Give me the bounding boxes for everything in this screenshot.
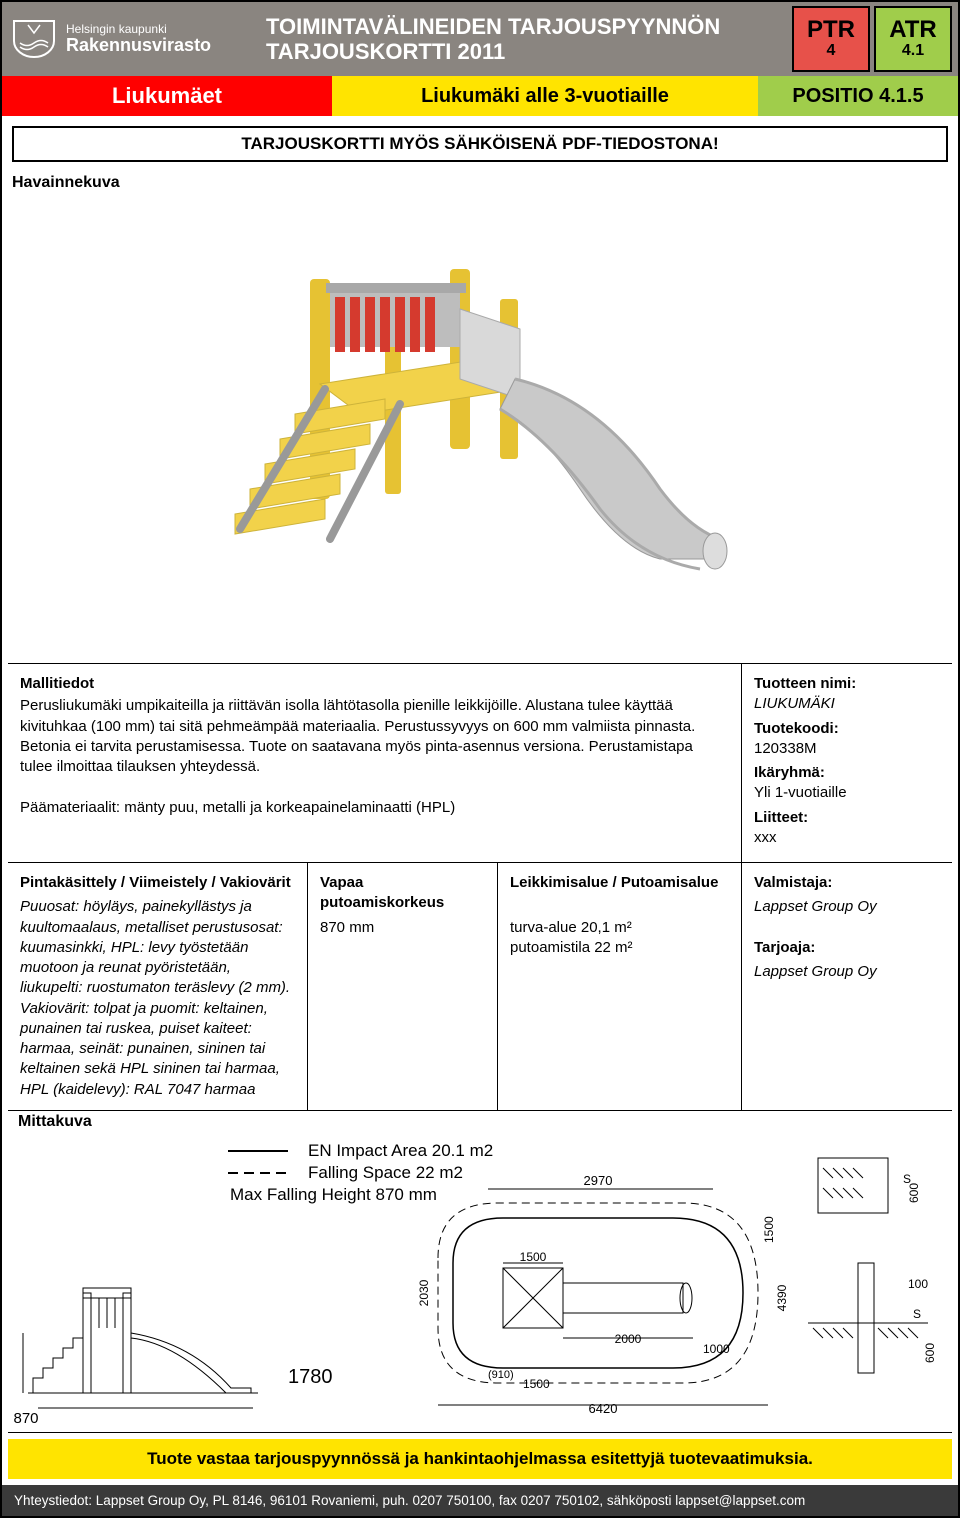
product-illustration — [8, 194, 952, 664]
mallitiedot-head: Mallitiedot — [20, 674, 729, 694]
category-cell: Liukumäet — [2, 76, 332, 116]
spec-valmistaja-k: Valmistaja: — [754, 873, 940, 893]
dim-1780: 1780 — [288, 1366, 333, 1388]
badge-block: PTR 4 ATR 4.1 — [792, 2, 958, 76]
notice-bar: TARJOUSKORTTI MYÖS SÄHKÖISENÄ PDF-TIEDOS… — [12, 126, 948, 162]
dim-1500c: 1500 — [523, 1377, 550, 1391]
header-row2: Liukumäet Liukumäki alle 3-vuotiaille PO… — [2, 76, 958, 116]
spec-playarea-head: Leikkimisalue / Putoamisalue — [510, 873, 729, 893]
mittakuva-label: Mittakuva — [8, 1111, 952, 1133]
spec-fallheight: Vapaa putoamiskorkeus 870 mm — [308, 863, 498, 1110]
org-small: Helsingin kaupunki — [66, 23, 211, 36]
impact-label: EN Impact Area 20.1 m2 — [308, 1141, 493, 1160]
mittakuva-section: Mittakuva EN Impact Area 20.1 m2 Falling… — [8, 1111, 952, 1433]
atr-badge: ATR 4.1 — [874, 6, 952, 72]
meta-v4: xxx — [754, 828, 940, 848]
spec-fallheight-head: Vapaa putoamiskorkeus — [320, 873, 485, 914]
logo-block: Helsingin kaupunki Rakennusvirasto — [2, 2, 252, 76]
dim-100: 100 — [908, 1277, 928, 1291]
product-meta: Tuotteen nimi: LIUKUMÄKI Tuotekoodi: 120… — [742, 664, 952, 862]
dim-2970: 2970 — [584, 1173, 613, 1188]
spec-valmistaja-v: Lappset Group Oy — [754, 897, 940, 917]
dim-4390: 4390 — [775, 1284, 789, 1311]
page: Helsingin kaupunki Rakennusvirasto TOIMI… — [0, 0, 960, 1518]
org-big: Rakennusvirasto — [66, 36, 211, 56]
spec-finish-head: Pintakäsittely / Viimeistely / Vakioväri… — [20, 873, 295, 893]
dim-1000: 1000 — [703, 1342, 730, 1356]
meta-v1: LIUKUMÄKI — [754, 694, 940, 714]
havainnekuva-label: Havainnekuva — [2, 172, 958, 194]
meta-v2: 120338M — [754, 739, 940, 759]
spec-tarjoaja-k: Tarjoaja: — [754, 938, 940, 958]
atr-value: 4.1 — [902, 42, 924, 60]
paamateriaalit: Päämateriaalit: mänty puu, metalli ja ko… — [20, 798, 729, 818]
dim-2030: 2030 — [417, 1279, 431, 1306]
spec-playarea-l1: turva-alue 20,1 m² — [510, 918, 729, 938]
logo-text: Helsingin kaupunki Rakennusvirasto — [66, 23, 211, 56]
ptr-label: PTR — [807, 18, 855, 42]
dim-910: (910) — [488, 1369, 514, 1381]
info-grid: Mallitiedot Perusliukumäki umpikaiteilla… — [8, 664, 952, 863]
dim-s2: S — [913, 1307, 921, 1321]
dim-600b: 600 — [923, 1342, 937, 1362]
dim-6420: 6420 — [589, 1401, 618, 1416]
atr-label: ATR — [889, 18, 937, 42]
spec-fallheight-val: 870 mm — [320, 918, 485, 938]
spec-playarea-l2: putoamistila 22 m² — [510, 938, 729, 958]
spec-finish-body: Puuosat: höyläys, painekyllästys ja kuul… — [20, 897, 295, 1100]
technical-drawing: EN Impact Area 20.1 m2 Falling Space 22 … — [8, 1133, 952, 1433]
falling-label: Falling Space 22 m2 — [308, 1163, 463, 1182]
tech-drawing-icon: EN Impact Area 20.1 m2 Falling Space 22 … — [8, 1133, 948, 1433]
meta-k3: Ikäryhmä: — [754, 763, 940, 783]
header-top: Helsingin kaupunki Rakennusvirasto TOIMI… — [2, 2, 958, 76]
spec-grid: Pintakäsittely / Viimeistely / Vakioväri… — [8, 863, 952, 1111]
title-line2: TARJOUSKORTTI 2011 — [266, 39, 720, 64]
footer-contact: Yhteystiedot: Lappset Group Oy, PL 8146,… — [2, 1485, 958, 1516]
title-block: TOIMINTAVÄLINEIDEN TARJOUSPYYNNÖN TARJOU… — [252, 2, 792, 76]
meta-v3: Yli 1-vuotiaille — [754, 783, 940, 803]
city-crest-icon — [10, 17, 58, 61]
ptr-value: 4 — [827, 42, 836, 60]
dim-870: 870 — [13, 1410, 38, 1427]
position-cell: POSITIO 4.1.5 — [758, 76, 958, 116]
mallitiedot-block: Mallitiedot Perusliukumäki umpikaiteilla… — [8, 664, 742, 862]
height-label: Max Falling Height 870 mm — [230, 1185, 437, 1204]
dim-2000: 2000 — [615, 1332, 642, 1346]
title-line1: TOIMINTAVÄLINEIDEN TARJOUSPYYNNÖN — [266, 14, 720, 39]
dim-1500b: 1500 — [762, 1216, 776, 1243]
meta-k2: Tuotekoodi: — [754, 719, 940, 739]
product-cell: Liukumäki alle 3-vuotiaille — [332, 76, 758, 116]
meta-k4: Liitteet: — [754, 808, 940, 828]
ptr-badge: PTR 4 — [792, 6, 870, 72]
dim-1500a: 1500 — [520, 1250, 547, 1264]
meta-k1: Tuotteen nimi: — [754, 674, 940, 694]
spec-playarea: Leikkimisalue / Putoamisalue turva-alue … — [498, 863, 742, 1110]
dim-s1: S — [903, 1172, 911, 1186]
mallitiedot-body: Perusliukumäki umpikaiteilla ja riittävä… — [20, 696, 729, 777]
playground-icon — [200, 239, 760, 619]
approval-bar: Tuote vastaa tarjouspyynnössä ja hankint… — [8, 1439, 952, 1479]
spec-tarjoaja-v: Lappset Group Oy — [754, 962, 940, 982]
spec-finish: Pintakäsittely / Viimeistely / Vakioväri… — [8, 863, 308, 1110]
spec-supplier: Valmistaja: Lappset Group Oy Tarjoaja: L… — [742, 863, 952, 1110]
